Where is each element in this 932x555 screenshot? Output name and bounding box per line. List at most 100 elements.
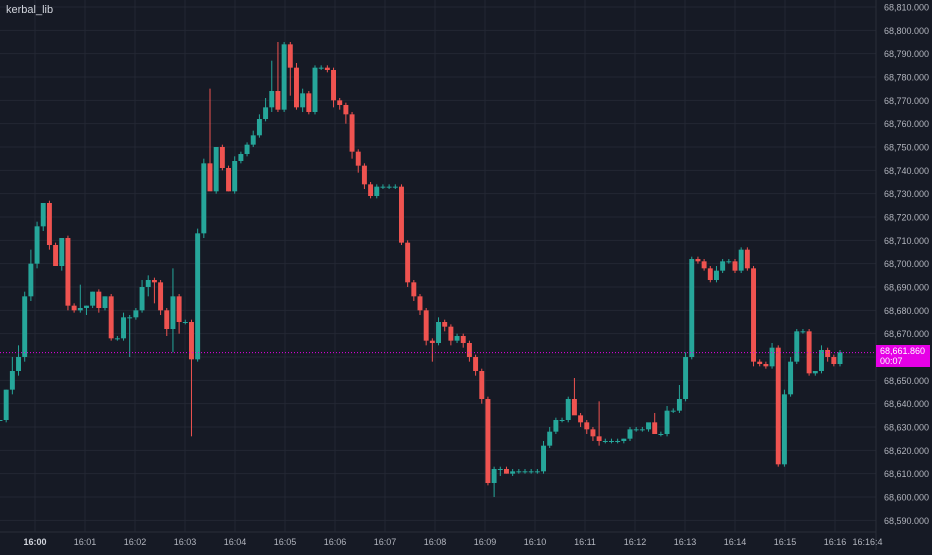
candle	[744, 247, 750, 271]
candle	[781, 389, 787, 467]
candle-body	[837, 352, 843, 364]
price-tick-label: 68,750.000	[884, 143, 929, 153]
candle	[170, 268, 176, 353]
candle-body	[324, 67, 330, 70]
candle-body	[825, 350, 831, 357]
candle-body	[460, 336, 466, 343]
candle-body	[547, 431, 553, 446]
candle-body	[695, 259, 701, 262]
candle	[46, 200, 52, 250]
time-tick-label: 16:09	[474, 537, 497, 547]
candle-body	[232, 161, 238, 192]
candle	[127, 315, 133, 357]
time-tick-label: 16:00	[23, 537, 46, 547]
price-tick-label: 68,730.000	[884, 189, 929, 199]
candle-body	[139, 287, 145, 311]
candle-body	[269, 91, 275, 108]
candle-body	[571, 399, 577, 416]
candle-body	[405, 242, 411, 283]
time-tick-label: 16:16	[824, 537, 847, 547]
candle-body	[0, 420, 3, 421]
candle-body	[189, 322, 194, 360]
candle	[578, 413, 584, 427]
candle	[337, 98, 343, 110]
candle	[720, 259, 726, 273]
candle-body	[676, 399, 682, 411]
candle-body	[683, 357, 689, 399]
candle-body	[720, 261, 726, 271]
candle-body	[263, 107, 269, 119]
time-tick-label: 16:02	[124, 537, 147, 547]
candle	[392, 184, 398, 189]
candle	[819, 345, 824, 374]
candle	[324, 65, 330, 73]
candle-body	[399, 186, 404, 243]
candle-body	[812, 371, 818, 374]
candle	[738, 247, 744, 273]
candle	[380, 184, 386, 189]
candle	[726, 259, 732, 264]
candle-body	[374, 186, 380, 196]
candle	[732, 259, 738, 273]
candle	[812, 371, 818, 376]
candle-body	[738, 249, 744, 271]
candle	[565, 396, 571, 423]
candle-body	[763, 364, 769, 367]
candle-body	[244, 144, 250, 154]
candle	[695, 256, 701, 264]
candle	[213, 147, 219, 194]
price-tick-label: 68,600.000	[884, 493, 929, 503]
time-axis[interactable]: 16:00 16:01 16:02 16:03 16:04 16:05 16:06 16:07…	[0, 531, 883, 547]
candle	[244, 142, 250, 157]
candle-body	[658, 434, 664, 435]
candle-body	[40, 203, 46, 227]
candle-body	[256, 119, 262, 136]
candle	[9, 357, 15, 395]
candle-body	[65, 238, 71, 306]
candle	[53, 242, 59, 266]
candle	[676, 385, 682, 413]
candle	[528, 469, 534, 474]
candle	[510, 469, 516, 476]
candle-body	[646, 422, 651, 430]
candle	[77, 284, 83, 313]
candle-body	[454, 336, 460, 341]
candle	[485, 396, 491, 486]
candle	[232, 156, 238, 194]
candle-body	[590, 429, 596, 437]
candle-body	[170, 296, 176, 329]
candle	[652, 413, 658, 434]
candle-body	[528, 471, 534, 473]
candle-body	[615, 441, 621, 442]
price-tick-label: 68,610.000	[884, 469, 929, 479]
candle	[114, 336, 120, 341]
candle-body	[559, 420, 565, 421]
candle-body	[294, 67, 299, 108]
candle-body	[368, 184, 374, 196]
price-tick-label: 68,780.000	[884, 73, 929, 83]
candle	[831, 354, 837, 367]
candle	[454, 333, 460, 343]
time-tick-label: 16:04	[224, 537, 247, 547]
candle	[800, 329, 806, 334]
candle	[646, 422, 651, 432]
candle	[121, 312, 126, 341]
candle	[775, 345, 781, 467]
candle	[627, 427, 633, 441]
candle	[553, 417, 559, 434]
candle	[504, 466, 509, 474]
candle	[374, 184, 380, 199]
candle-body	[22, 296, 28, 357]
candle	[436, 317, 441, 346]
time-tick-label: 16:12	[624, 537, 647, 547]
candle-body	[121, 317, 126, 339]
candle-body	[744, 249, 750, 269]
candle-body	[250, 135, 256, 145]
candle-body	[448, 326, 454, 341]
candle	[473, 354, 479, 376]
price-axis[interactable]: 68,810.000 68,800.000 68,790.000 68,780.000…	[875, 0, 929, 550]
bar-countdown: 00:07	[880, 356, 903, 366]
candle-body	[349, 114, 355, 152]
